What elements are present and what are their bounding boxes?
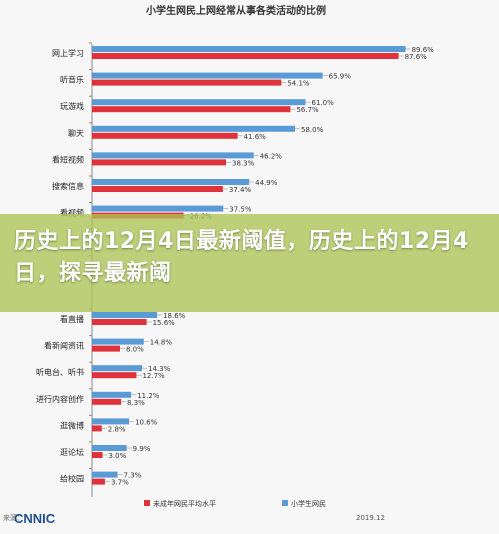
banner-headline: 历史上的12月4日最新阈值，历史上的12月4日，探寻最新阈: [14, 229, 469, 286]
bar-red: [92, 132, 238, 139]
value-label-blue: 65.9%: [329, 73, 352, 81]
value-label-red: 8.0%: [126, 346, 144, 354]
source-prefix: 来源：: [3, 513, 24, 522]
value-label-blue: 58.0%: [301, 126, 324, 134]
legend-swatch-blue: [282, 500, 288, 506]
bar-blue: [92, 338, 144, 345]
cnnic-logo: CNNIC: [14, 511, 56, 526]
category-label: 逛微博: [60, 420, 84, 430]
category-label: 看直播: [60, 314, 84, 324]
bar-red: [92, 478, 105, 485]
bar-red: [92, 186, 223, 192]
category-label: 网上学习: [52, 48, 84, 58]
overlay-banner: [0, 214, 499, 312]
bar-blue: [92, 99, 306, 106]
value-label-red: 8.3%: [127, 399, 145, 407]
bar-red: [92, 398, 122, 405]
value-label-blue: 89.6%: [412, 46, 435, 54]
value-label-red: 54.1%: [287, 80, 310, 88]
bar-red: [92, 53, 399, 59]
category-label: 看新闻资讯: [44, 341, 84, 351]
legend-label-blue: 小学生网民: [291, 499, 326, 508]
bar-red: [92, 372, 137, 379]
bar-red: [92, 425, 102, 432]
category-label: 聊天: [68, 129, 84, 138]
value-label-blue: 44.9%: [255, 179, 278, 187]
bar-blue: [92, 152, 254, 159]
value-label-blue: 14.8%: [150, 339, 173, 347]
category-label: 看短视频: [52, 154, 84, 164]
category-label: 搜索信息: [52, 181, 84, 191]
bar-red: [92, 159, 227, 166]
value-label-red: 56.7%: [296, 106, 319, 114]
category-label: 逛论坛: [60, 447, 84, 457]
bar-blue: [92, 445, 127, 451]
bar-blue: [92, 125, 295, 132]
legend-label-red: 未成年网民平均水平: [153, 499, 216, 508]
value-label-red: 2.8%: [108, 425, 126, 433]
legend: 未成年网民平均水平 小学生网民: [144, 499, 326, 508]
value-label-red: 15.6%: [153, 319, 176, 327]
bar-blue: [92, 365, 143, 372]
value-label-red: 37.4%: [229, 186, 252, 194]
value-label-red: 3.0%: [109, 452, 127, 460]
bars-group: 网上学习 89.6%87.6% 听音乐 65.9% 54.1% 玩游戏 61.0%56.7%…: [36, 42, 435, 487]
bar-red: [92, 452, 103, 458]
value-label-blue: 37.5%: [229, 206, 252, 214]
bar-blue: [92, 205, 224, 212]
bar-blue: [92, 312, 158, 318]
legend-swatch-red: [144, 500, 150, 506]
category-label: 玩游戏: [60, 101, 84, 111]
category-label: 听电台、听书: [36, 367, 84, 377]
value-label-red: 3.7%: [111, 479, 129, 487]
bar-red: [92, 345, 120, 352]
bar-blue: [92, 179, 250, 185]
bar-red: [92, 79, 282, 86]
bar-red: [92, 319, 147, 325]
value-label-red: 38.3%: [232, 159, 255, 167]
value-label-blue: 7.3%: [124, 472, 142, 480]
value-label-red: 87.6%: [405, 53, 428, 61]
bar-blue: [92, 46, 406, 52]
chart-title: 小学生网民上网经常从事各类活动的比例: [145, 4, 326, 17]
category-label: 给校园: [60, 474, 84, 484]
bar-blue: [92, 72, 323, 79]
value-label-blue: 14.3%: [148, 365, 171, 373]
category-label: 看视频: [60, 208, 84, 218]
value-label-blue: 18.6%: [163, 312, 186, 320]
value-label-blue: 10.6%: [135, 418, 158, 426]
bar-blue: [92, 391, 132, 398]
category-label: 听音乐: [60, 75, 84, 85]
value-label-blue: 46.2%: [260, 152, 283, 160]
value-label-blue: 61.0%: [312, 99, 335, 107]
category-label: 进行内容创作: [36, 394, 84, 404]
bar-blue: [92, 418, 130, 425]
value-label-red: 41.6%: [244, 133, 267, 141]
value-label-red: 12.7%: [142, 372, 165, 380]
value-label-blue: 9.9%: [133, 445, 151, 453]
bar-blue: [92, 471, 118, 478]
value-label-blue: 11.2%: [137, 392, 160, 400]
bar-red: [92, 106, 291, 113]
source-date: 2019.12: [356, 514, 385, 522]
